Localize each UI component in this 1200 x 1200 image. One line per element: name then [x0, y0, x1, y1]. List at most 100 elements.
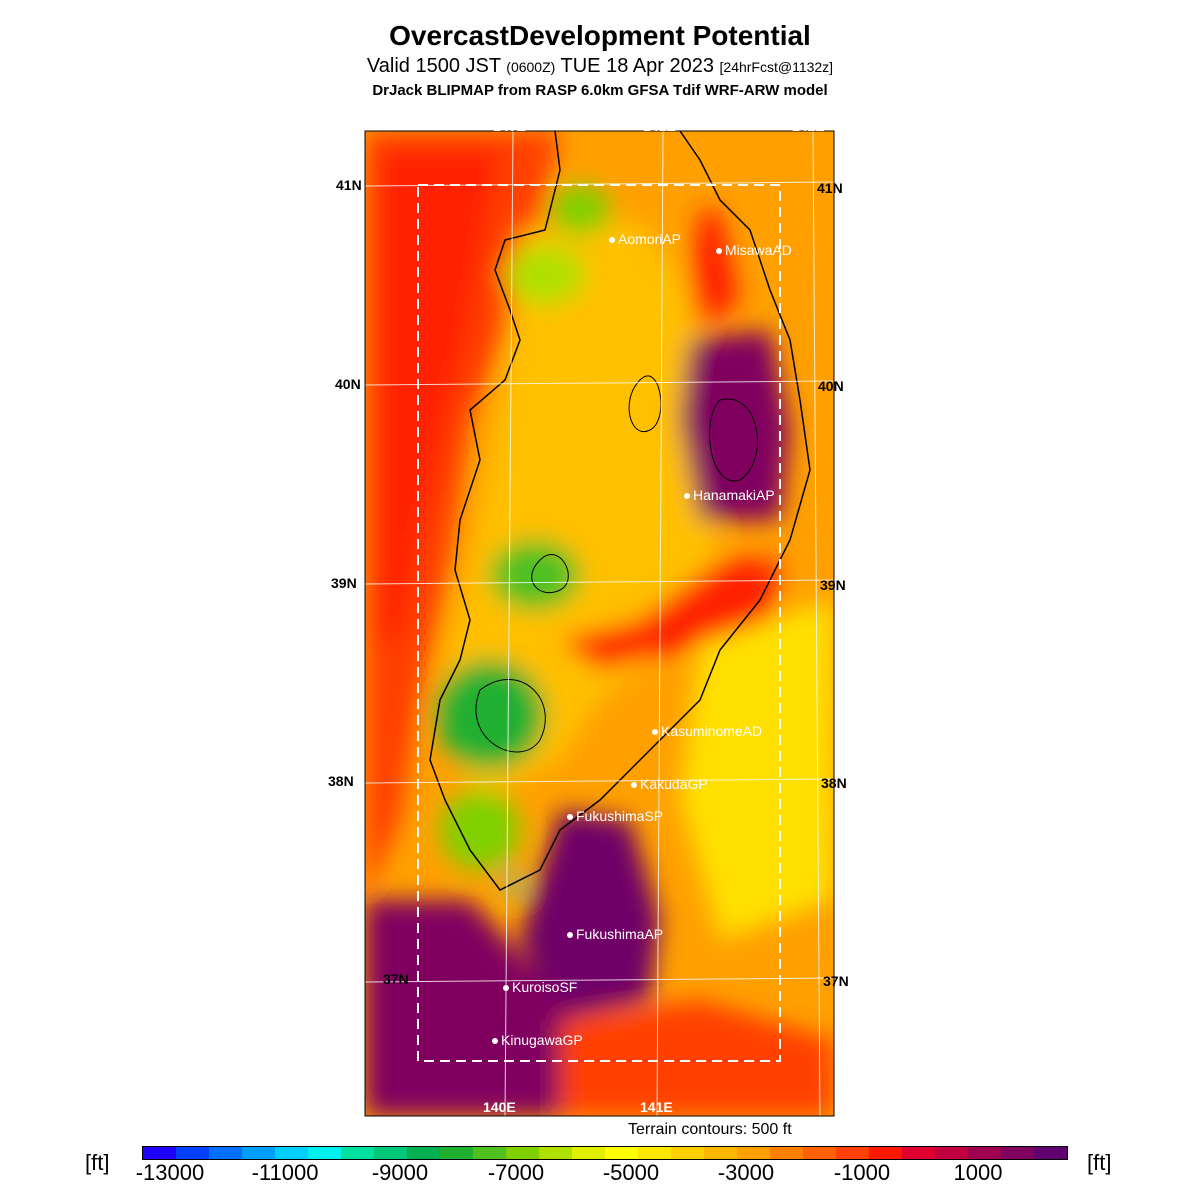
- colorbar-tick-label: -11000: [251, 1160, 319, 1185]
- green-patch-south: [435, 660, 545, 770]
- colorbar-tick-label: -7000: [487, 1160, 545, 1185]
- site-aomori-ap[interactable]: AomoriAP: [609, 231, 681, 247]
- red-south-field: [560, 1000, 834, 1116]
- green-patch-north: [505, 245, 585, 305]
- lon-label-142e-top: 142E: [792, 118, 825, 134]
- lat-label-41n-left: 41N: [336, 177, 362, 193]
- map-title: OvercastDevelopment Potential: [389, 20, 811, 51]
- unit-label-right: [ft]: [1087, 1150, 1112, 1175]
- valid-prefix: Valid 1500 JST: [366, 55, 501, 77]
- color-swatch: [836, 1147, 869, 1159]
- colorbar-tick-label: -1000: [833, 1160, 891, 1185]
- site-label: KasuminomeAD: [661, 723, 763, 739]
- site-label: MisawaAD: [725, 242, 792, 258]
- coastline: [429, 131, 811, 891]
- terrain-contours: [475, 375, 758, 753]
- color-swatch: [704, 1147, 737, 1159]
- green-patch-peninsula: [550, 185, 610, 235]
- color-swatch: [1001, 1147, 1034, 1159]
- color-swatch: [308, 1147, 341, 1159]
- model-line: DrJack BLIPMAP from RASP 6.0km GFSA Tdif…: [372, 82, 828, 99]
- red-band-mid: [560, 560, 780, 670]
- zulu-time: (0600Z): [506, 59, 556, 75]
- site-kakuda-gp[interactable]: KakudaGP: [631, 776, 708, 792]
- site-hanamaki-ap[interactable]: HanamakiAP: [684, 487, 775, 503]
- lat-label-37n-right: 37N: [823, 973, 849, 989]
- terrain-contour-note: Terrain contours: 500 ft: [628, 1121, 792, 1138]
- site-label: KuroisoSF: [512, 979, 578, 995]
- color-swatch: [737, 1147, 770, 1159]
- site-marker-icon: [567, 932, 573, 939]
- purple-north-field: [680, 330, 790, 520]
- site-kinugawa-gp[interactable]: KinugawaGP: [492, 1032, 583, 1048]
- site-marker-icon: [716, 248, 722, 255]
- forecast-domain-box: [417, 184, 781, 1062]
- color-swatch: [440, 1147, 473, 1159]
- color-swatch: [869, 1147, 902, 1159]
- colorbar-tick-label: 1000: [953, 1160, 1003, 1185]
- colorbar-tick-label: -9000: [371, 1160, 429, 1185]
- sea-west-deep-field: [380, 150, 500, 640]
- unit-label-left: [ft]: [85, 1150, 110, 1175]
- lat-label-39n-left: 39N: [331, 575, 357, 591]
- colorbar-tick-label: -3000: [717, 1160, 775, 1185]
- forecast-info: [24hrFcst@1132z]: [719, 59, 834, 75]
- color-swatch: [968, 1147, 1001, 1159]
- lat-label-40n-right: 40N: [818, 378, 844, 394]
- lat-label-40n-left: 40N: [335, 376, 361, 392]
- color-swatch: [770, 1147, 803, 1159]
- site-marker-icon: [631, 782, 637, 789]
- east-yellow-field: [680, 600, 834, 940]
- site-kasuminome-ad[interactable]: KasuminomeAD: [652, 723, 762, 739]
- site-marker-icon: [567, 814, 573, 821]
- color-swatch: [176, 1147, 209, 1159]
- color-swatch: [539, 1147, 572, 1159]
- colorbar-tick-label: -13000: [135, 1160, 205, 1185]
- color-swatch: [803, 1147, 836, 1159]
- site-misawa-ad[interactable]: MisawaAD: [716, 242, 792, 258]
- site-kuroiso-sf[interactable]: KuroisoSF: [503, 979, 577, 995]
- site-marker-icon: [684, 493, 690, 500]
- color-swatch: [671, 1147, 704, 1159]
- lon-label-140e-top: 140E: [493, 118, 526, 134]
- map-frame: [364, 130, 835, 1117]
- color-swatch: [638, 1147, 671, 1159]
- green-patch-south2: [440, 790, 520, 870]
- color-swatch: [902, 1147, 935, 1159]
- valid-date: TUE 18 Apr 2023: [560, 55, 714, 77]
- color-swatch: [209, 1147, 242, 1159]
- color-swatch: [935, 1147, 968, 1159]
- color-swatch: [374, 1147, 407, 1159]
- color-swatch: [275, 1147, 308, 1159]
- color-scale-bar: [142, 1146, 1068, 1160]
- site-marker-icon: [652, 729, 658, 736]
- lon-label-141e-bottom: 141E: [640, 1099, 673, 1115]
- color-swatch: [605, 1147, 638, 1159]
- site-marker-icon: [609, 237, 615, 244]
- lon-label-141e-top: 141E: [643, 118, 676, 134]
- lat-label-38n-left: 38N: [328, 773, 354, 789]
- site-label: AomoriAP: [618, 231, 682, 247]
- color-swatch: [242, 1147, 275, 1159]
- color-swatch: [473, 1147, 506, 1159]
- color-swatch: [506, 1147, 539, 1159]
- lat-label-39n-right: 39N: [820, 577, 846, 593]
- site-fukushima-ap[interactable]: FukushimaAP: [567, 926, 663, 942]
- lon-label-140e-bottom: 140E: [483, 1099, 516, 1115]
- lat-label-37n-left: 37N: [383, 971, 409, 987]
- graticule: [365, 131, 834, 1116]
- site-label: HanamakiAP: [693, 487, 775, 503]
- site-label: FukushimaAP: [576, 926, 664, 942]
- color-swatch: [572, 1147, 605, 1159]
- color-swatch: [143, 1147, 176, 1159]
- colorbar-tick-label: -5000: [602, 1160, 660, 1185]
- site-label: FukushimaSP: [576, 808, 664, 824]
- purple-fukushima-field: [520, 810, 660, 1020]
- color-swatch: [407, 1147, 440, 1159]
- site-fukushima-sp[interactable]: FukushimaSP: [567, 808, 663, 824]
- valid-time-line: Valid 1500 JST (0600Z) TUE 18 Apr 2023 […: [0, 55, 1200, 78]
- color-swatch: [1034, 1147, 1067, 1159]
- site-label: KakudaGP: [640, 776, 708, 792]
- green-patch-mid: [490, 540, 580, 610]
